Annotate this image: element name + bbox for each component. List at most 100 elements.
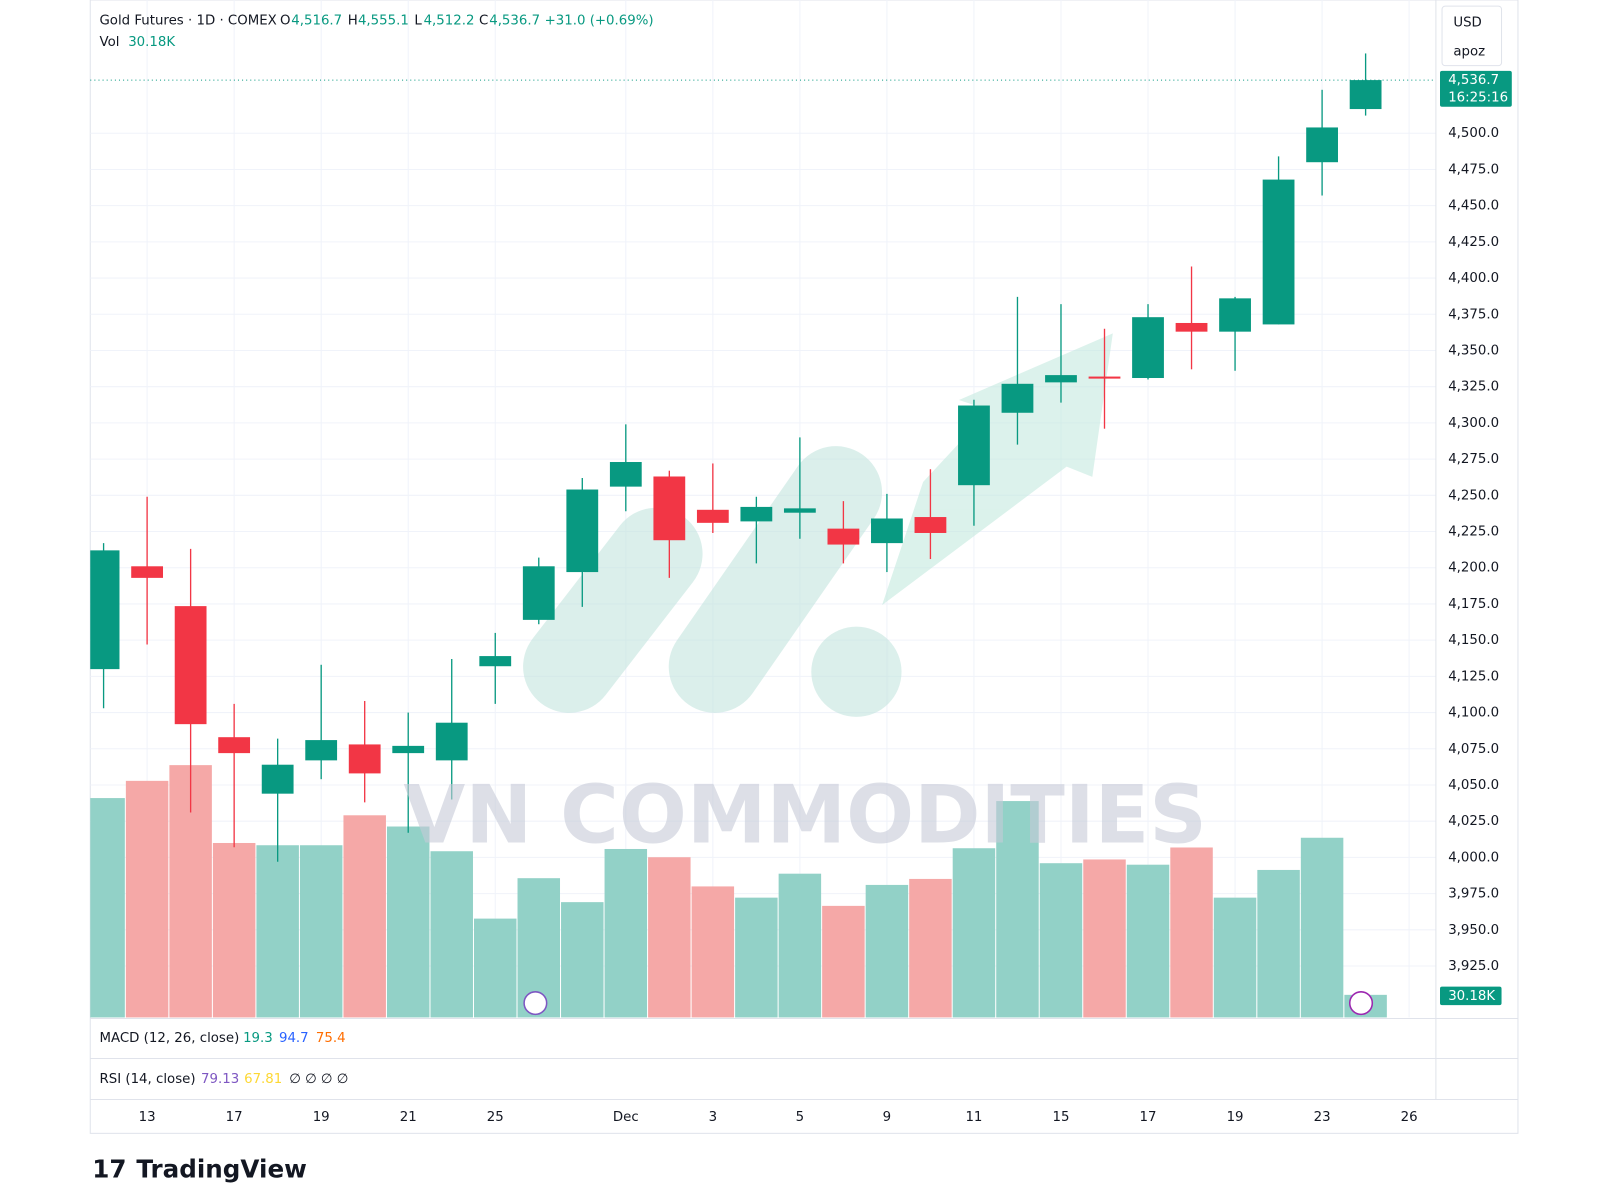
volume-bar — [386, 826, 430, 1018]
x-tick-label: 19 — [1227, 1110, 1244, 1125]
l-label: L — [414, 14, 422, 29]
watermark-arrow — [882, 333, 1113, 606]
o-value: 4,516.7 — [291, 14, 342, 29]
candle-body — [1262, 179, 1295, 325]
candle-body — [740, 506, 773, 522]
candle-body — [90, 550, 120, 670]
event-icon[interactable] — [1348, 991, 1374, 1016]
change: +31.0 (+0.69%) — [545, 14, 654, 29]
l-value: 4,512.2 — [424, 14, 475, 29]
volume-bar — [735, 897, 778, 1018]
volume-bar — [474, 918, 517, 1018]
candle-body — [348, 744, 381, 774]
y-tick-label: 4,500.0 — [1448, 126, 1499, 141]
y-tick-label: 3,925.0 — [1448, 959, 1499, 974]
y-tick-label: 4,475.0 — [1448, 162, 1499, 177]
c-value: 4,536.7 — [489, 14, 540, 29]
volume-bar — [256, 845, 299, 1018]
volume-bar — [1126, 864, 1170, 1018]
candle-body — [1045, 375, 1077, 383]
x-tick-label: 5 — [796, 1110, 804, 1125]
volume-bar — [1083, 859, 1126, 1018]
y-tick-label: 4,425.0 — [1448, 235, 1499, 250]
candle-body — [914, 517, 947, 533]
grid — [90, 0, 1436, 1018]
currency-box[interactable] — [1441, 5, 1503, 67]
y-tick-label: 4,275.0 — [1448, 452, 1499, 467]
x-tick-label: 17 — [1140, 1110, 1157, 1125]
volume-bar — [909, 878, 952, 1018]
last-price-label: 4,536.7 — [1448, 73, 1499, 88]
y-tick-label: 4,100.0 — [1448, 706, 1499, 721]
x-tick-label: Dec — [613, 1110, 639, 1125]
candle-body — [522, 566, 555, 620]
candle-body — [131, 566, 164, 578]
h-value: 4,555.1 — [358, 14, 409, 29]
volume-bar — [125, 780, 169, 1018]
c-label: C — [479, 14, 488, 29]
x-tick-label: 19 — [313, 1110, 330, 1125]
macd-value: 19.3 — [243, 1031, 273, 1046]
x-tick-label: 9 — [883, 1110, 891, 1125]
candle-body — [1132, 317, 1164, 379]
countdown: 16:25:16 — [1448, 91, 1508, 106]
h-label: H — [348, 14, 358, 29]
y-tick-label: 4,125.0 — [1448, 669, 1499, 684]
volume-bar — [430, 851, 473, 1018]
candle-body — [1001, 383, 1034, 413]
candle-body — [1219, 298, 1251, 332]
y-tick-label: 4,075.0 — [1448, 742, 1499, 757]
x-tick-label: 21 — [400, 1110, 417, 1125]
event-icon[interactable] — [523, 991, 548, 1016]
volume-bar — [822, 905, 865, 1018]
brand: TradingView — [136, 1154, 306, 1183]
candle-body — [958, 405, 990, 486]
macd-value: 94.7 — [279, 1031, 309, 1046]
volume-bar — [299, 845, 343, 1018]
volume-bar — [996, 801, 1039, 1018]
x-tick-label: 15 — [1053, 1110, 1070, 1125]
watermark-text: VN COMMODITIES — [403, 768, 1206, 861]
y-tick-label: 4,325.0 — [1448, 380, 1499, 395]
volume-bar — [343, 815, 386, 1018]
y-tick-label: 4,025.0 — [1448, 814, 1499, 829]
brand-logo: 17 — [92, 1154, 126, 1183]
currency: USD — [1453, 16, 1481, 31]
candle-body — [1349, 80, 1382, 110]
last-volume-box — [1440, 986, 1502, 1006]
rsi-value: 79.13 — [201, 1072, 239, 1087]
candles — [90, 53, 1382, 862]
y-tick-label: 4,300.0 — [1448, 416, 1499, 431]
watermark-logo — [523, 333, 1113, 717]
o-label: O — [280, 14, 291, 29]
last-price-box — [1440, 70, 1512, 107]
candle-body — [305, 740, 338, 761]
volume-bar — [648, 857, 691, 1018]
volume-bar — [1039, 863, 1083, 1018]
volume-bar — [1213, 897, 1257, 1018]
x-tick-label: 13 — [139, 1110, 156, 1125]
rsi-name: RSI (14, close) — [99, 1072, 195, 1087]
x-tick-label: 11 — [965, 1110, 982, 1125]
y-tick-label: 3,950.0 — [1448, 923, 1499, 938]
candle-body — [653, 476, 686, 541]
x-tick-label: 25 — [487, 1110, 504, 1125]
candle-body — [1175, 322, 1208, 332]
candle-body — [218, 737, 251, 754]
rsi-extra: ∅ ∅ ∅ ∅ — [289, 1072, 348, 1087]
volume-bar — [561, 902, 604, 1018]
watermark-stroke — [668, 446, 883, 713]
candle-body — [392, 745, 425, 754]
candle-body — [871, 518, 903, 544]
x-tick-label: 23 — [1314, 1110, 1331, 1125]
y-tick-label: 4,175.0 — [1448, 597, 1499, 612]
volume-bar — [1170, 847, 1213, 1018]
volume-bar — [952, 848, 996, 1018]
vol-label: Vol — [99, 35, 119, 50]
volume-bar — [212, 842, 256, 1018]
volume-bar — [691, 886, 735, 1018]
x-tick-label: 26 — [1401, 1110, 1418, 1125]
x-tick-label: 3 — [709, 1110, 717, 1125]
